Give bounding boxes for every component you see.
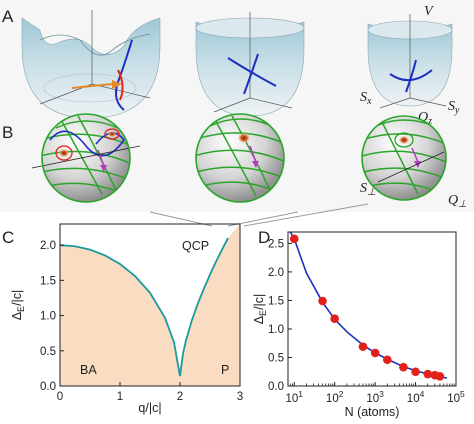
qcp-label: QCP: [182, 239, 209, 253]
y-tick-label-d: 2.5: [268, 238, 284, 250]
plot-frame-c: [59, 223, 241, 387]
data-point: [370, 348, 380, 358]
panel-label-b: B: [2, 123, 13, 142]
phase-space-sphere-2: [195, 113, 285, 203]
data-point: [411, 367, 420, 377]
data-point: [435, 372, 445, 381]
phase-space-sphere-1: [31, 113, 141, 203]
region-label-ba: BA: [80, 363, 97, 377]
data-point: [318, 296, 327, 306]
y-axis-label-d: ΔE/|c|: [252, 294, 268, 325]
axis-label-sy: Sy: [448, 99, 460, 116]
region-fill: [60, 224, 240, 386]
y-tick-label-d: 0.0: [268, 381, 284, 393]
data-point: [289, 234, 299, 244]
x-tick-label-d: 101: [285, 389, 303, 405]
gap-curve-2: [179, 237, 229, 377]
axis-label-v: V: [424, 4, 434, 19]
y-tick-label-d: 1.0: [268, 324, 284, 336]
y-tick-label-d: 1.5: [268, 295, 284, 307]
axis-label-s-perp: S⊥: [360, 181, 376, 198]
y-axis-label-c: ΔE/|c|: [10, 290, 26, 321]
y-tick-label-d: 0.5: [268, 352, 284, 364]
data-point: [383, 355, 392, 365]
x-tick-label-c: 2: [177, 391, 183, 403]
x-axis-label-c: q/|c|: [138, 401, 161, 415]
panel-label-a: A: [2, 7, 14, 26]
potential-surface-3: [367, 14, 453, 109]
axis-label-q-perp: Q⊥: [448, 193, 467, 210]
data-point: [423, 369, 433, 379]
gap-vs-q-chart: 0 1 2 3 0.0 0.5 1.0 1.5 2.0 BA P QCP q/|c| ΔE/|c…: [10, 223, 243, 415]
potential-surface-2: [195, 12, 305, 117]
region-label-p: P: [221, 363, 229, 377]
x-tick-label-c: 0: [57, 391, 63, 403]
x-tick-label-c: 1: [117, 391, 123, 403]
plot-frame-d: [287, 231, 457, 387]
y-tick-label-c: 0.5: [40, 346, 56, 358]
potential-surface-1: [21, 10, 161, 119]
y-tick-label-c: 1.5: [40, 275, 56, 287]
y-tick-label-c: 2.0: [40, 240, 56, 252]
panel-label-d: D: [258, 228, 270, 247]
data-point: [330, 314, 339, 323]
panel-label-c: C: [2, 228, 14, 247]
data-point: [358, 342, 368, 351]
x-axis-label-d: N (atoms): [345, 405, 400, 419]
axis-label-qz: Qz: [418, 110, 432, 127]
x-tick-label-d: 103: [366, 389, 384, 405]
x-tick-label-d: 104: [407, 389, 425, 405]
x-tick-label-c: 3: [237, 391, 243, 403]
data-point: [399, 362, 408, 372]
gap-curve-1: [59, 244, 181, 377]
y-tick-label-c: 1.0: [40, 311, 56, 323]
x-tick-label-d: 102: [326, 389, 344, 405]
y-tick-label-c: 0.0: [40, 381, 56, 393]
phase-space-sphere-3: [361, 115, 447, 201]
y-tick-label-d: 2.0: [268, 267, 284, 279]
gap-vs-atom-number-chart: 101 102 103 104 105 0.0 0.5 1.0 1.5 2.0 2.5 N (ato…: [252, 231, 465, 419]
x-tick-label-d: 105: [447, 389, 465, 405]
fit-curve: [289, 231, 448, 379]
axis-label-sx: Sx: [360, 90, 372, 107]
